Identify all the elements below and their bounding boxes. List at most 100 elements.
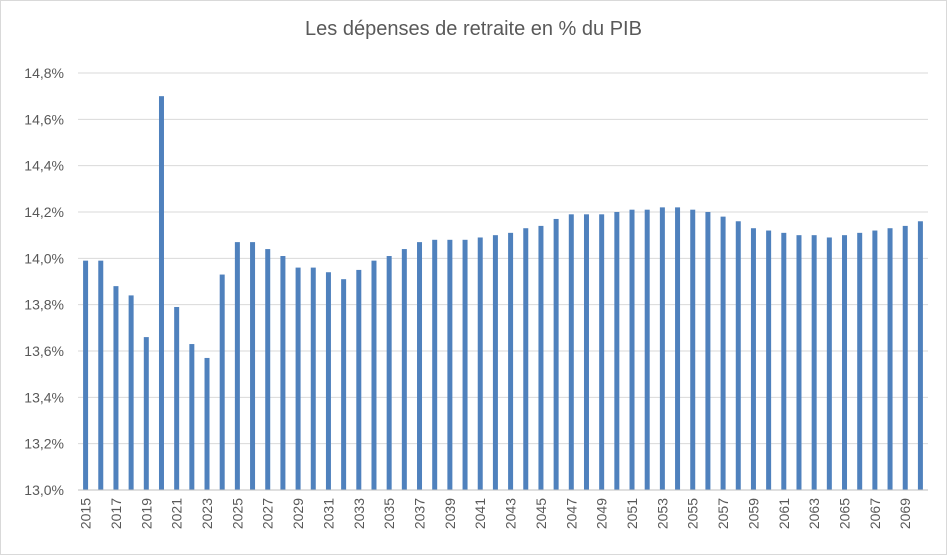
y-tick-label: 13,8% [24, 297, 64, 313]
bar-2054 [675, 207, 681, 490]
bar-2029 [295, 267, 301, 490]
bar-2028 [280, 256, 286, 490]
bar-2049 [599, 214, 605, 491]
bar-2034 [371, 260, 377, 490]
bar-2033 [356, 269, 362, 490]
y-tick-label: 13,2% [24, 436, 64, 452]
x-tick-label: 2053 [654, 498, 670, 529]
bar-2044 [523, 228, 529, 490]
bar-2025 [234, 242, 240, 490]
bar-2019 [143, 337, 149, 490]
bar-2026 [250, 242, 256, 490]
bar-2016 [98, 260, 104, 490]
bar-2035 [386, 256, 392, 490]
bar-2031 [325, 272, 331, 490]
x-tick-label: 2049 [594, 498, 610, 529]
bar-2064 [826, 237, 832, 490]
bar-2037 [417, 242, 423, 490]
bar-2020 [158, 96, 164, 491]
bar-2063 [811, 235, 817, 490]
bar-2057 [720, 216, 726, 490]
bar-2061 [781, 232, 787, 490]
gridlines [78, 72, 928, 445]
bar-2038 [432, 239, 438, 490]
x-tick-label: 2035 [381, 498, 397, 529]
bar-2036 [401, 249, 407, 490]
x-tick-label: 2017 [108, 498, 124, 529]
y-tick-label: 13,0% [24, 482, 64, 498]
x-tick-label: 2031 [320, 498, 336, 529]
y-axis-ticks: 13,0% 13,2% 13,4% 13,6% 13,8% 14,0% 14,2% 14,4%… [24, 65, 64, 498]
bar-2066 [857, 232, 863, 490]
x-tick-label: 2015 [78, 498, 94, 529]
x-tick-label: 2061 [776, 498, 792, 529]
bar-2068 [887, 228, 893, 490]
chart-title: Les dépenses de retraite en % du PIB [305, 18, 642, 40]
bar-2052 [644, 209, 650, 490]
y-tick-label: 14,8% [24, 65, 64, 81]
x-axis-ticks: 2015 2017 2019 2021 2023 2025 2027 2029 2031 2033… [78, 498, 914, 529]
x-tick-label: 2025 [229, 498, 245, 529]
x-tick-label: 2051 [624, 498, 640, 529]
bar-2046 [553, 218, 559, 490]
bar-2042 [492, 235, 498, 490]
bar-2053 [659, 207, 665, 490]
x-tick-label: 2033 [351, 498, 367, 529]
x-tick-label: 2039 [442, 498, 458, 529]
x-tick-label: 2037 [412, 498, 428, 529]
x-tick-label: 2045 [533, 498, 549, 529]
x-tick-label: 2029 [290, 498, 306, 529]
bar-2039 [447, 239, 453, 490]
bar-2062 [796, 235, 802, 490]
bar-2043 [508, 232, 514, 490]
bar-2065 [842, 235, 848, 490]
bar-2027 [265, 249, 271, 490]
bar-2051 [629, 209, 635, 490]
bars [83, 96, 923, 491]
y-tick-label: 14,4% [24, 158, 64, 174]
y-tick-label: 13,4% [24, 389, 64, 405]
y-tick-label: 14,2% [24, 204, 64, 220]
bar-2055 [690, 209, 696, 490]
bar-2048 [583, 214, 589, 491]
x-tick-label: 2019 [138, 498, 154, 529]
x-tick-label: 2027 [260, 498, 276, 529]
bar-2022 [189, 344, 195, 490]
y-tick-label: 14,6% [24, 111, 64, 127]
bar-2060 [766, 230, 772, 491]
bar-2059 [750, 228, 756, 490]
bar-2023 [204, 357, 210, 490]
x-tick-label: 2023 [199, 498, 215, 529]
y-tick-label: 14,0% [24, 250, 64, 266]
bar-2047 [568, 214, 574, 491]
bar-2056 [705, 212, 711, 490]
bar-2030 [310, 267, 316, 490]
bar-2041 [477, 237, 483, 490]
bar-2069 [902, 225, 908, 490]
bar-2070 [917, 221, 923, 490]
x-tick-label: 2059 [745, 498, 761, 529]
bar-2018 [128, 295, 134, 490]
x-tick-label: 2055 [685, 498, 701, 529]
x-tick-label: 2069 [897, 498, 913, 529]
x-tick-label: 2057 [715, 498, 731, 529]
bar-2067 [872, 230, 878, 491]
bar-2050 [614, 212, 620, 490]
y-tick-label: 13,6% [24, 343, 64, 359]
bar-2032 [341, 279, 347, 490]
bar-2040 [462, 239, 468, 490]
bar-2015 [83, 260, 89, 490]
x-tick-label: 2063 [806, 498, 822, 529]
x-tick-label: 2041 [472, 498, 488, 529]
bar-2058 [735, 221, 741, 490]
x-tick-label: 2065 [837, 498, 853, 529]
bar-2045 [538, 225, 544, 490]
x-tick-label: 2021 [169, 498, 185, 529]
bar-2024 [219, 274, 225, 490]
x-tick-label: 2067 [867, 498, 883, 529]
bar-2021 [174, 306, 180, 490]
x-tick-label: 2047 [563, 498, 579, 529]
x-tick-label: 2043 [503, 498, 519, 529]
